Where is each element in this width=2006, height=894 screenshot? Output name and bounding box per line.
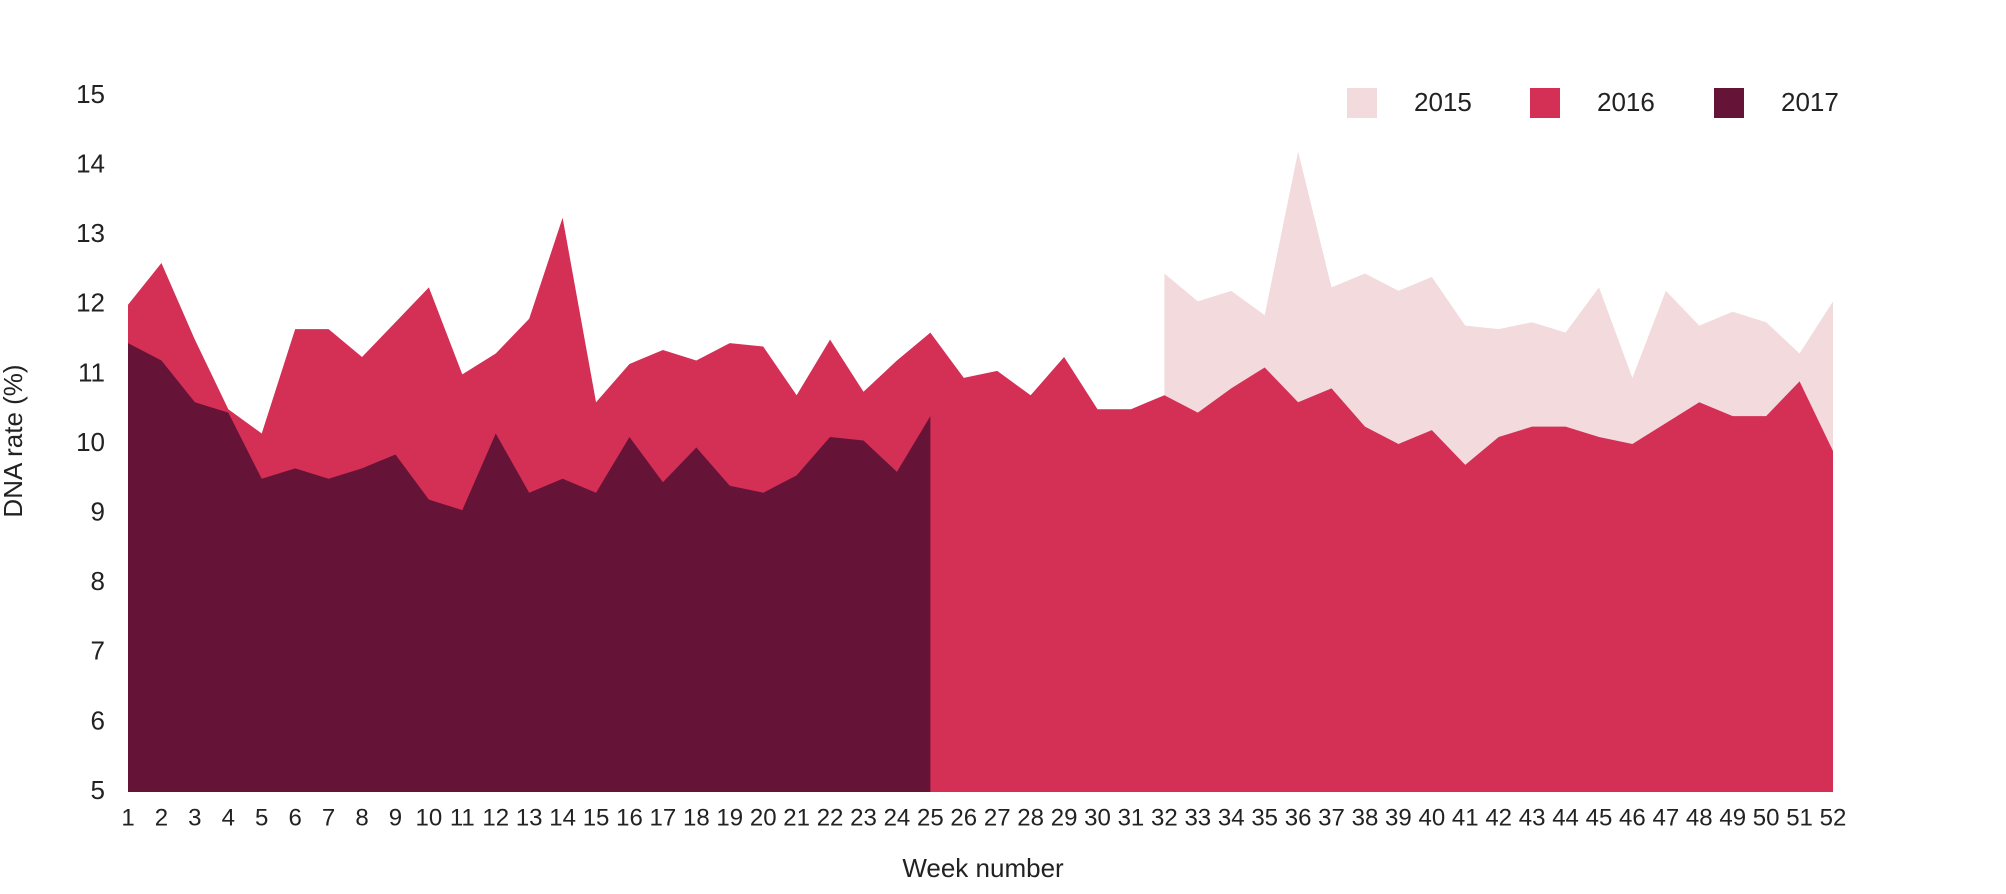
x-tick-label: 50 <box>1753 804 1780 831</box>
y-tick-label: 13 <box>76 218 105 248</box>
x-tick-label: 35 <box>1251 804 1278 831</box>
x-tick-label: 40 <box>1418 804 1445 831</box>
legend-label: 2017 <box>1781 87 1839 117</box>
y-tick-label: 14 <box>76 148 105 178</box>
x-tick-label: 29 <box>1051 804 1078 831</box>
x-tick-label: 28 <box>1017 804 1044 831</box>
x-tick-label: 27 <box>984 804 1011 831</box>
x-tick-label: 10 <box>416 804 443 831</box>
x-tick-label: 15 <box>583 804 610 831</box>
x-tick-label: 46 <box>1619 804 1646 831</box>
x-tick-label: 49 <box>1719 804 1746 831</box>
legend-swatch <box>1347 88 1377 118</box>
x-tick-label: 3 <box>188 804 201 831</box>
x-tick-label: 21 <box>783 804 810 831</box>
x-tick-label: 13 <box>516 804 543 831</box>
legend-swatch <box>1530 88 1560 118</box>
x-tick-label: 23 <box>850 804 877 831</box>
legend-label: 2016 <box>1597 87 1655 117</box>
x-tick-label: 5 <box>255 804 268 831</box>
x-tick-label: 6 <box>288 804 301 831</box>
y-tick-label: 6 <box>91 705 105 735</box>
x-axis-title: Week number <box>902 853 1064 883</box>
x-tick-label: 18 <box>683 804 710 831</box>
area <box>128 343 931 792</box>
x-tick-label: 26 <box>950 804 977 831</box>
y-axis-title: DNA rate (%) <box>0 364 28 517</box>
x-tick-label: 9 <box>389 804 402 831</box>
x-tick-label: 2 <box>155 804 168 831</box>
x-tick-label: 52 <box>1820 804 1847 831</box>
y-tick-label: 12 <box>76 288 105 318</box>
legend-swatch <box>1714 88 1744 118</box>
x-tick-label: 39 <box>1385 804 1412 831</box>
x-tick-label: 22 <box>817 804 844 831</box>
x-tick-label: 32 <box>1151 804 1178 831</box>
x-tick-label: 17 <box>650 804 677 831</box>
x-tick-label: 19 <box>716 804 743 831</box>
x-tick-label: 4 <box>222 804 235 831</box>
x-tick-label: 47 <box>1652 804 1679 831</box>
x-tick-label: 34 <box>1218 804 1245 831</box>
x-tick-label: 48 <box>1686 804 1713 831</box>
x-tick-label: 25 <box>917 804 944 831</box>
x-tick-label: 45 <box>1586 804 1613 831</box>
x-tick-label: 41 <box>1452 804 1479 831</box>
x-tick-label: 51 <box>1786 804 1813 831</box>
legend-label: 2015 <box>1414 87 1472 117</box>
x-tick-label: 30 <box>1084 804 1111 831</box>
y-tick-label: 11 <box>78 357 105 387</box>
x-tick-label: 14 <box>549 804 576 831</box>
x-tick-label: 31 <box>1118 804 1145 831</box>
x-tick-label: 42 <box>1485 804 1512 831</box>
x-tick-label: 44 <box>1552 804 1579 831</box>
x-tick-label: 43 <box>1519 804 1546 831</box>
y-tick-label: 9 <box>91 496 105 526</box>
x-tick-label: 12 <box>482 804 509 831</box>
y-tick-label: 7 <box>91 636 105 666</box>
x-tick-label: 7 <box>322 804 335 831</box>
x-tick-label: 1 <box>121 804 134 831</box>
x-tick-label: 38 <box>1352 804 1379 831</box>
x-tick-label: 20 <box>750 804 777 831</box>
x-tick-label: 24 <box>884 804 911 831</box>
x-tick-label: 11 <box>450 804 475 831</box>
y-tick-label: 15 <box>76 79 105 109</box>
x-tick-label: 33 <box>1184 804 1211 831</box>
y-tick-label: 8 <box>91 566 105 596</box>
y-tick-label: 5 <box>91 775 105 805</box>
x-tick-label: 8 <box>355 804 368 831</box>
x-tick-label: 16 <box>616 804 643 831</box>
x-tick-label: 36 <box>1285 804 1312 831</box>
x-tick-label: 37 <box>1318 804 1345 831</box>
y-tick-label: 10 <box>76 427 105 457</box>
